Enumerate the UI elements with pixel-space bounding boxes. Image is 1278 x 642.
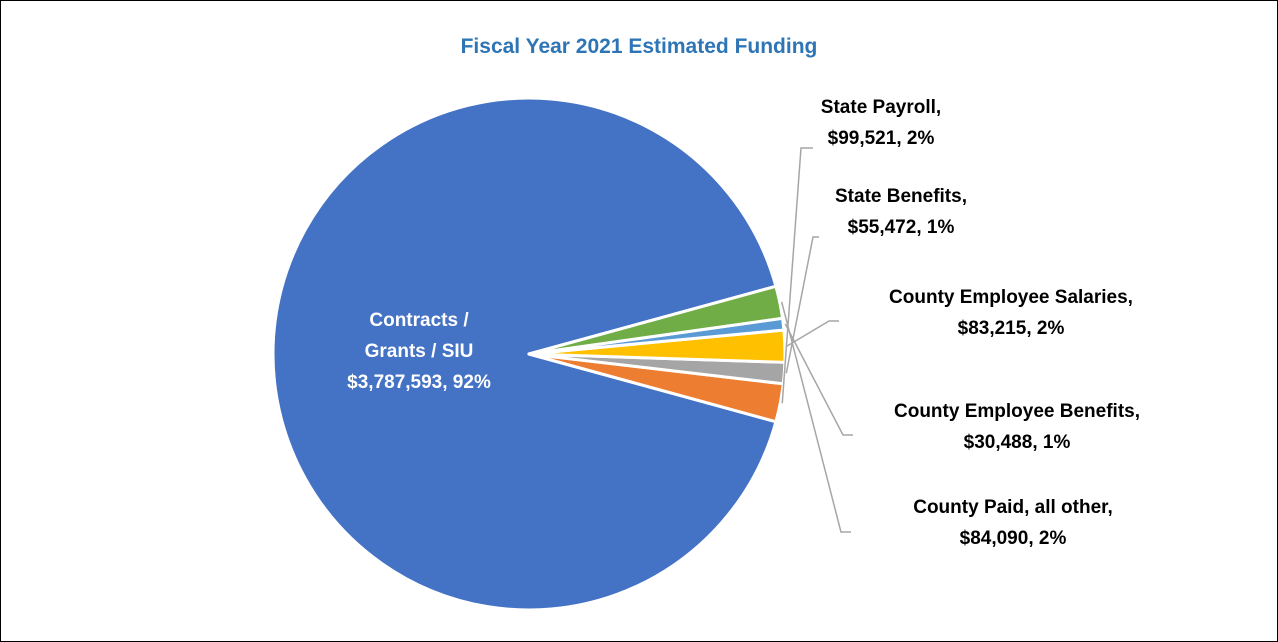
data-labels: Contracts / Grants / SIU $3,787,593, 92% St… [347,97,1140,549]
data-label-line: County Employee Salaries, [889,287,1133,308]
data-label-county-employee-salaries: County Employee Salaries, $83,215, 2% [889,287,1133,339]
data-label-state-benefits: State Benefits, $55,472, 1% [835,186,967,238]
chart-title: Fiscal Year 2021 Estimated Funding [461,35,818,58]
data-label-line: State Benefits, [835,186,967,207]
data-label-line: $99,521, 2% [828,128,935,149]
data-label-line: Grants / SIU [365,341,474,362]
data-label-line: $30,488, 1% [964,432,1071,453]
pie-slice-contracts-grants-siu [271,96,778,612]
data-label-contracts-grants-siu: Contracts / Grants / SIU $3,787,593, 92% [347,310,491,393]
leader-line-county-employee-benefits [784,323,853,436]
leader-lines [780,147,853,533]
leader-line-state-benefits [785,236,819,374]
leader-line-county-paid-all-other [780,301,851,533]
data-label-line: County Paid, all other, [913,497,1113,518]
data-label-county-employee-benefits: County Employee Benefits, $30,488, 1% [894,401,1140,453]
data-label-line: County Employee Benefits, [894,401,1140,422]
leader-line-state-payroll [781,147,813,404]
data-label-state-payroll: State Payroll, $99,521, 2% [821,97,941,149]
leader-line-county-employee-salaries [786,320,839,347]
data-label-line: State Payroll, [821,97,941,118]
data-label-line: Contracts / [369,310,469,331]
data-label-line: $3,787,593, 92% [347,372,491,393]
pie-slice-county-paid-all-other [527,284,784,356]
pie-slices [271,96,787,612]
data-label-line: $55,472, 1% [848,217,955,238]
data-label-line: $84,090, 2% [960,528,1067,549]
data-label-line: $83,215, 2% [958,318,1065,339]
data-label-county-paid-all-other: County Paid, all other, $84,090, 2% [913,497,1113,549]
